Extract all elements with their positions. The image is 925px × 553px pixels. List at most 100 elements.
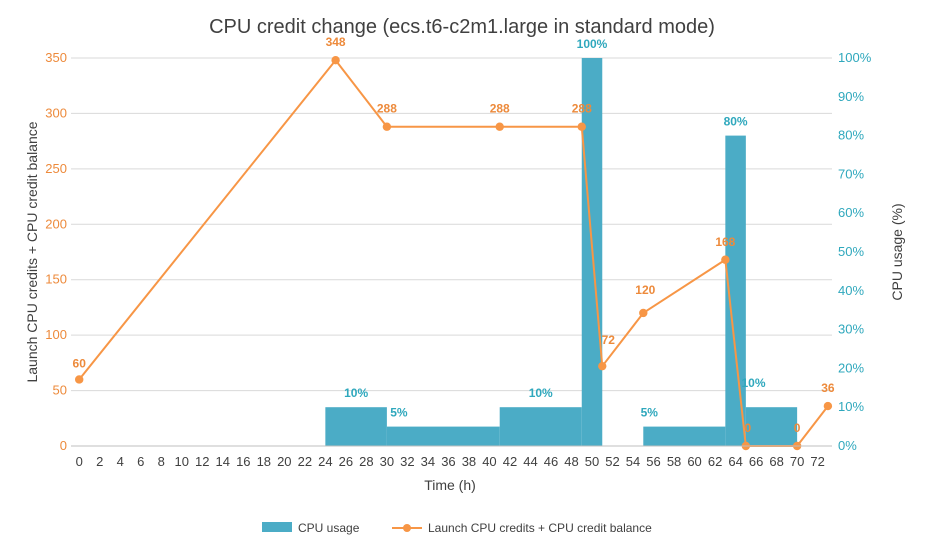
x-tick-label: 42 bbox=[503, 454, 517, 469]
x-tick-label: 22 bbox=[298, 454, 312, 469]
credit-balance-data-label: 288 bbox=[490, 102, 510, 116]
axes: 0501001502002503003500%10%20%30%40%50%60… bbox=[45, 50, 871, 469]
cpu-usage-data-label: 5% bbox=[390, 406, 408, 420]
x-tick-label: 72 bbox=[810, 454, 824, 469]
x-tick-label: 44 bbox=[523, 454, 537, 469]
x-tick-label: 26 bbox=[339, 454, 353, 469]
x-tick-label: 30 bbox=[380, 454, 394, 469]
credit-balance-point bbox=[823, 401, 833, 411]
x-tick-label: 58 bbox=[667, 454, 681, 469]
data-labels: 60 348 288 288 288 72 120 168 0 0 36 10% 5% 10% 100% 5%… bbox=[73, 35, 835, 435]
x-tick-label: 50 bbox=[585, 454, 599, 469]
x-tick-label: 32 bbox=[400, 454, 414, 469]
x-tick-label: 0 bbox=[76, 454, 83, 469]
y-right-tick-label: 10% bbox=[838, 399, 864, 414]
y-right-tick-label: 50% bbox=[838, 244, 864, 259]
y-axis-left-title: Launch CPU credits + CPU credit balance bbox=[24, 121, 40, 382]
cpu-usage-bar bbox=[386, 426, 500, 446]
y-right-tick-label: 20% bbox=[838, 360, 864, 375]
credit-balance-data-label: 168 bbox=[715, 235, 735, 249]
credit-balance-point bbox=[721, 255, 730, 264]
x-tick-label: 70 bbox=[790, 454, 804, 469]
y-left-tick-label: 100 bbox=[45, 327, 67, 342]
y-left-tick-label: 0 bbox=[60, 438, 67, 453]
legend: CPU usage Launch CPU credits + CPU credit… bbox=[262, 521, 652, 535]
x-tick-label: 38 bbox=[462, 454, 476, 469]
legend-line-marker bbox=[403, 524, 411, 532]
x-tick-label: 28 bbox=[359, 454, 373, 469]
x-tick-label: 68 bbox=[769, 454, 783, 469]
x-tick-label: 66 bbox=[749, 454, 763, 469]
credit-balance-point bbox=[577, 122, 586, 131]
credit-balance-data-label: 0 bbox=[794, 421, 801, 435]
x-tick-label: 48 bbox=[564, 454, 578, 469]
bar-series bbox=[325, 58, 798, 446]
cpu-usage-data-label: 5% bbox=[641, 406, 659, 420]
y-left-tick-label: 300 bbox=[45, 105, 67, 120]
x-tick-label: 20 bbox=[277, 454, 291, 469]
credit-balance-point bbox=[495, 122, 504, 131]
cpu-usage-bar bbox=[643, 426, 726, 446]
legend-bar-swatch bbox=[262, 522, 292, 532]
y-right-tick-label: 100% bbox=[838, 50, 872, 65]
cpu-usage-bar bbox=[325, 407, 387, 446]
y-left-tick-label: 150 bbox=[45, 272, 67, 287]
line-series bbox=[75, 56, 833, 451]
x-tick-label: 64 bbox=[728, 454, 742, 469]
legend-line-label: Launch CPU credits + CPU credit balance bbox=[428, 521, 652, 535]
credit-balance-data-label: 348 bbox=[326, 35, 346, 49]
credit-balance-point bbox=[598, 361, 607, 371]
y-left-tick-label: 250 bbox=[45, 161, 67, 176]
credit-balance-data-label: 120 bbox=[635, 283, 655, 297]
x-tick-label: 12 bbox=[195, 454, 209, 469]
x-tick-label: 18 bbox=[257, 454, 271, 469]
credit-balance-point bbox=[331, 56, 340, 65]
x-tick-label: 60 bbox=[687, 454, 701, 469]
cpu-usage-data-label: 10% bbox=[529, 386, 553, 400]
gridlines bbox=[71, 57, 832, 447]
x-tick-label: 10 bbox=[175, 454, 189, 469]
y-right-tick-label: 90% bbox=[838, 89, 864, 104]
credit-balance-point bbox=[639, 308, 648, 318]
y-right-tick-label: 70% bbox=[838, 166, 864, 181]
y-axis-right-title: CPU usage (%) bbox=[889, 203, 905, 300]
chart-title: CPU credit change (ecs.t6-c2m1.large in … bbox=[209, 16, 715, 38]
credit-balance-data-label: 72 bbox=[602, 333, 616, 347]
y-left-tick-label: 200 bbox=[45, 216, 67, 231]
y-left-tick-label: 50 bbox=[53, 383, 67, 398]
x-tick-label: 8 bbox=[158, 454, 165, 469]
x-tick-label: 54 bbox=[626, 454, 640, 469]
x-tick-label: 16 bbox=[236, 454, 250, 469]
x-tick-label: 4 bbox=[117, 454, 124, 469]
credit-balance-point bbox=[382, 122, 392, 131]
x-tick-label: 62 bbox=[708, 454, 722, 469]
legend-bar-label: CPU usage bbox=[298, 521, 360, 535]
credit-balance-data-label: 288 bbox=[572, 102, 592, 116]
cpu-usage-bar bbox=[745, 407, 798, 446]
x-tick-label: 56 bbox=[646, 454, 660, 469]
y-left-tick-label: 350 bbox=[45, 50, 67, 65]
x-tick-label: 2 bbox=[96, 454, 103, 469]
x-tick-label: 40 bbox=[482, 454, 496, 469]
cpu-usage-bar bbox=[725, 135, 746, 446]
credit-balance-point bbox=[75, 375, 84, 384]
x-tick-label: 34 bbox=[421, 454, 435, 469]
cpu-usage-data-label: 10% bbox=[344, 386, 368, 400]
y-right-tick-label: 40% bbox=[838, 283, 864, 298]
credit-balance-data-label: 0 bbox=[745, 421, 752, 435]
x-tick-label: 36 bbox=[441, 454, 455, 469]
cpu-usage-bar bbox=[499, 407, 582, 446]
credit-balance-line bbox=[78, 59, 829, 447]
x-tick-label: 52 bbox=[605, 454, 619, 469]
cpu-usage-data-label: 100% bbox=[577, 37, 608, 51]
credit-balance-data-label: 36 bbox=[821, 381, 835, 395]
x-tick-label: 14 bbox=[216, 454, 230, 469]
x-tick-label: 24 bbox=[318, 454, 332, 469]
cpu-usage-data-label: 10% bbox=[741, 376, 765, 390]
y-right-tick-label: 0% bbox=[838, 438, 857, 453]
credit-balance-data-label: 60 bbox=[73, 356, 87, 370]
y-right-tick-label: 60% bbox=[838, 205, 864, 220]
credit-balance-data-label: 288 bbox=[377, 102, 397, 116]
